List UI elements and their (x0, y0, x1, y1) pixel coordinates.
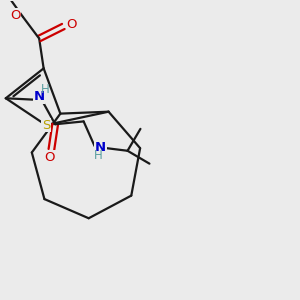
Text: H: H (40, 83, 49, 96)
Text: O: O (10, 9, 20, 22)
Text: O: O (45, 151, 55, 164)
Text: O: O (67, 18, 77, 32)
Text: N: N (95, 141, 106, 154)
Text: H: H (93, 149, 102, 162)
Text: N: N (34, 90, 45, 103)
Text: S: S (42, 118, 50, 131)
